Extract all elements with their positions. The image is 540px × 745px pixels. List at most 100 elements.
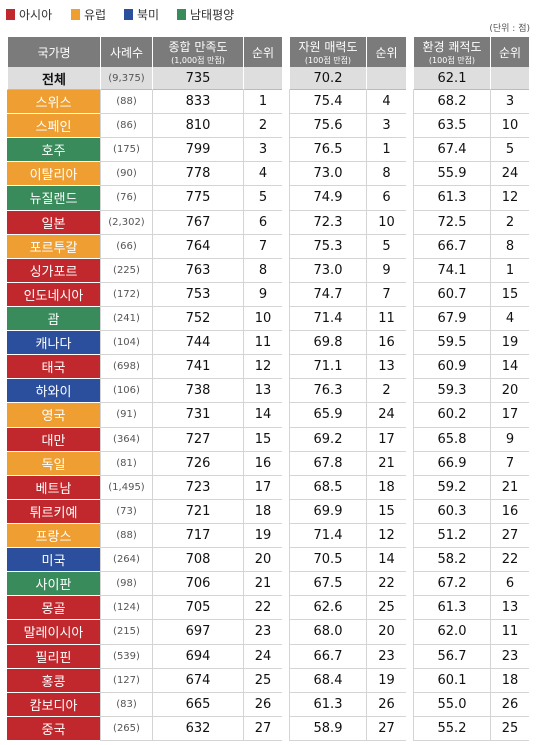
data-cell: 4 (490, 307, 529, 332)
header-cell: 국가명 (7, 37, 100, 67)
data-cell: 68.0 (289, 620, 366, 645)
data-cell: 59.2 (413, 475, 490, 500)
data-cell: 15 (490, 282, 529, 307)
data-cell: (90) (100, 162, 152, 187)
data-cell: 13 (490, 596, 529, 621)
data-cell: 26 (490, 692, 529, 717)
data-cell: 61.3 (413, 596, 490, 621)
data-cell: 6 (366, 186, 406, 211)
data-cell: 62.0 (413, 620, 490, 645)
data-cell: (106) (100, 379, 152, 404)
country-cell: 말레이시아 (7, 620, 100, 645)
data-cell: 20 (243, 548, 282, 573)
data-cell: 731 (152, 403, 243, 428)
country-cell: 영국 (7, 403, 100, 428)
country-cell: 홍콩 (7, 668, 100, 693)
header-label: 종합 만족도 (168, 40, 228, 54)
legend-swatch (71, 9, 80, 20)
data-cell: 8 (490, 234, 529, 259)
data-cell: 764 (152, 234, 243, 259)
header-sub: (100점 만점) (304, 56, 352, 65)
total-cell (243, 67, 282, 90)
data-cell: 24 (243, 644, 282, 669)
data-cell: 23 (366, 644, 406, 669)
data-cell: (215) (100, 620, 152, 645)
data-cell: 7 (366, 282, 406, 307)
data-cell: 4 (366, 90, 406, 115)
data-cell: 22 (366, 572, 406, 597)
country-cell: 독일 (7, 451, 100, 476)
data-cell: 75.6 (289, 114, 366, 139)
total-cell: (9,375) (100, 67, 152, 90)
data-cell: 67.2 (413, 572, 490, 597)
data-cell: 738 (152, 379, 243, 404)
data-cell: 67.5 (289, 572, 366, 597)
data-cell: 67.4 (413, 138, 490, 163)
data-cell: 59.5 (413, 331, 490, 356)
data-cell: 20 (490, 379, 529, 404)
data-cell: 26 (243, 692, 282, 717)
data-cell: (539) (100, 644, 152, 669)
country-cell: 인도네시아 (7, 282, 100, 307)
total-cell (366, 67, 406, 90)
data-cell: 17 (366, 427, 406, 452)
data-cell: 2 (366, 379, 406, 404)
data-cell: 1 (243, 90, 282, 115)
data-cell: 69.2 (289, 427, 366, 452)
data-cell: 27 (243, 716, 282, 741)
data-cell: 1 (366, 138, 406, 163)
country-cell: 튀르키예 (7, 499, 100, 524)
data-cell: 74.1 (413, 258, 490, 283)
data-cell: 27 (366, 716, 406, 741)
data-cell: 71.4 (289, 307, 366, 332)
data-cell: (241) (100, 307, 152, 332)
data-cell: (265) (100, 716, 152, 741)
data-cell: 717 (152, 524, 243, 549)
legend-label: 북미 (137, 8, 160, 22)
data-cell: 21 (366, 451, 406, 476)
data-cell: 20 (366, 620, 406, 645)
data-cell: 17 (243, 475, 282, 500)
data-cell: 763 (152, 258, 243, 283)
header-label: 순위 (498, 45, 522, 60)
data-cell: 27 (490, 524, 529, 549)
data-cell: (225) (100, 258, 152, 283)
header-cell: 자원 매력도 (100점 만점) (289, 37, 366, 67)
data-cell: 59.3 (413, 379, 490, 404)
total-cell: 735 (152, 67, 243, 90)
data-cell: (88) (100, 524, 152, 549)
data-cell: 15 (366, 499, 406, 524)
data-cell: 13 (243, 379, 282, 404)
data-cell: 22 (243, 596, 282, 621)
total-cell (490, 67, 529, 90)
header-cell: 순위 (490, 37, 529, 67)
data-cell: 19 (490, 331, 529, 356)
data-cell: 25 (243, 668, 282, 693)
data-cell: (73) (100, 499, 152, 524)
data-cell: 23 (243, 620, 282, 645)
header-cell: 순위 (243, 37, 282, 67)
legend-label: 유럽 (84, 8, 107, 22)
data-cell: 66.7 (413, 234, 490, 259)
data-cell: 58.2 (413, 548, 490, 573)
data-cell: 56.7 (413, 644, 490, 669)
data-cell: 694 (152, 644, 243, 669)
data-cell: 744 (152, 331, 243, 356)
data-cell: (2,302) (100, 210, 152, 235)
data-cell: 21 (243, 572, 282, 597)
data-cell: 18 (243, 499, 282, 524)
data-cell: 23 (490, 644, 529, 669)
country-cell: 스페인 (7, 114, 100, 139)
data-cell: 18 (366, 475, 406, 500)
data-cell: 73.0 (289, 258, 366, 283)
country-cell: 일본 (7, 210, 100, 235)
data-cell: 11 (243, 331, 282, 356)
data-cell: 4 (243, 162, 282, 187)
data-cell: 7 (243, 234, 282, 259)
data-cell: 775 (152, 186, 243, 211)
data-cell: (98) (100, 572, 152, 597)
country-cell: 포르투갈 (7, 234, 100, 259)
data-cell: 21 (490, 475, 529, 500)
data-cell: 68.4 (289, 668, 366, 693)
data-cell: 726 (152, 451, 243, 476)
